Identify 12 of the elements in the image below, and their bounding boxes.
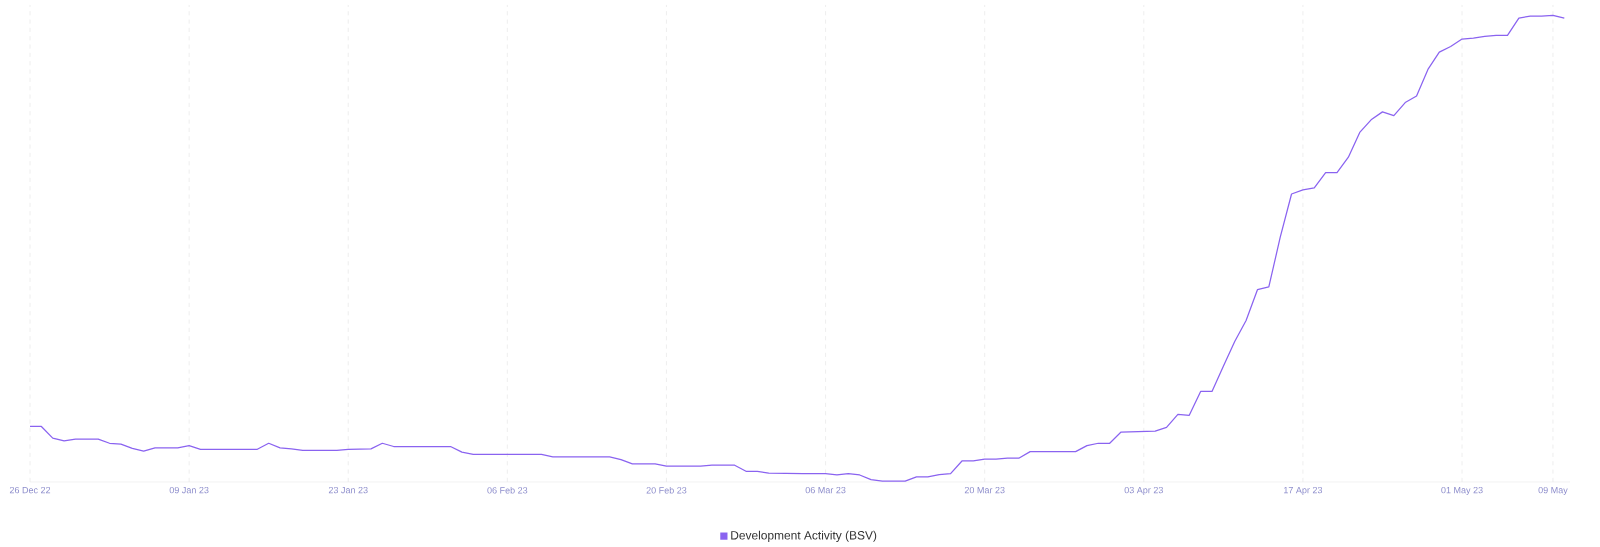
x-tick-label: 20 Mar 23 (964, 486, 1005, 494)
x-tick-label: 26 Dec 22 (9, 486, 51, 494)
x-tick-label: 01 May 23 (1441, 486, 1483, 496)
x-tick-label: 09 May (1538, 486, 1568, 496)
x-tick-label: 06 Mar 23 (805, 486, 846, 494)
x-tick-label: 20 Feb 23 (646, 486, 687, 494)
x-tick-label: 09 Jan 23 (169, 486, 209, 494)
x-tick-label: 03 Apr 23 (1124, 486, 1163, 496)
legend-label: Development Activity (BSV) (731, 530, 877, 542)
x-tick-label: 06 Feb 23 (487, 486, 528, 494)
x-tick-label: 23 Jan 23 (328, 486, 368, 494)
x-tick-label: 17 Apr 23 (1284, 486, 1323, 496)
